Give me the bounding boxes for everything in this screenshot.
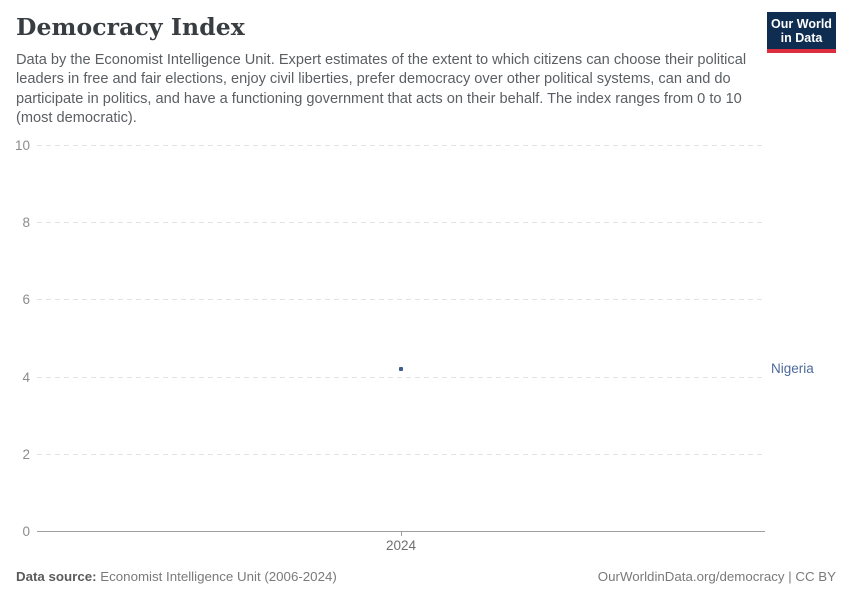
gridline-y-10 [37, 145, 765, 146]
owid-logo-line2: in Data [780, 31, 823, 45]
credit-link[interactable]: OurWorldinData.org/democracy | CC BY [597, 569, 836, 584]
y-axis-tick-label: 2 [22, 446, 30, 462]
data-source-value: Economist Intelligence Unit (2006-2024) [100, 569, 337, 584]
gridline-y-4 [37, 376, 765, 378]
data-source-note: Data source: Economist Intelligence Unit… [16, 569, 337, 584]
entity-label-nigeria[interactable]: Nigeria [771, 360, 814, 376]
owid-logo[interactable]: Our World in Data [767, 12, 836, 53]
gridline-y-6 [37, 299, 765, 301]
x-axis-tick-mark [401, 531, 402, 536]
y-axis-tick-label: 0 [22, 524, 30, 539]
owid-logo-line1: Our World [771, 17, 832, 31]
y-axis-tick-label: 4 [22, 369, 30, 385]
gridline-y-8 [37, 222, 765, 224]
y-axis-tick-label: 8 [22, 215, 30, 231]
gridline-y-2 [37, 453, 765, 455]
data-source-label: Data source: [16, 569, 97, 584]
chart-subtitle: Data by the Economist Intelligence Unit.… [16, 52, 747, 127]
y-axis-tick-label: 10 [14, 138, 30, 153]
y-axis-tick-label: 6 [22, 292, 30, 308]
x-axis-tick-label: 2024 [385, 538, 417, 553]
page-title: Democracy Index [16, 13, 245, 41]
datapoint-nigeria[interactable] [399, 366, 403, 371]
